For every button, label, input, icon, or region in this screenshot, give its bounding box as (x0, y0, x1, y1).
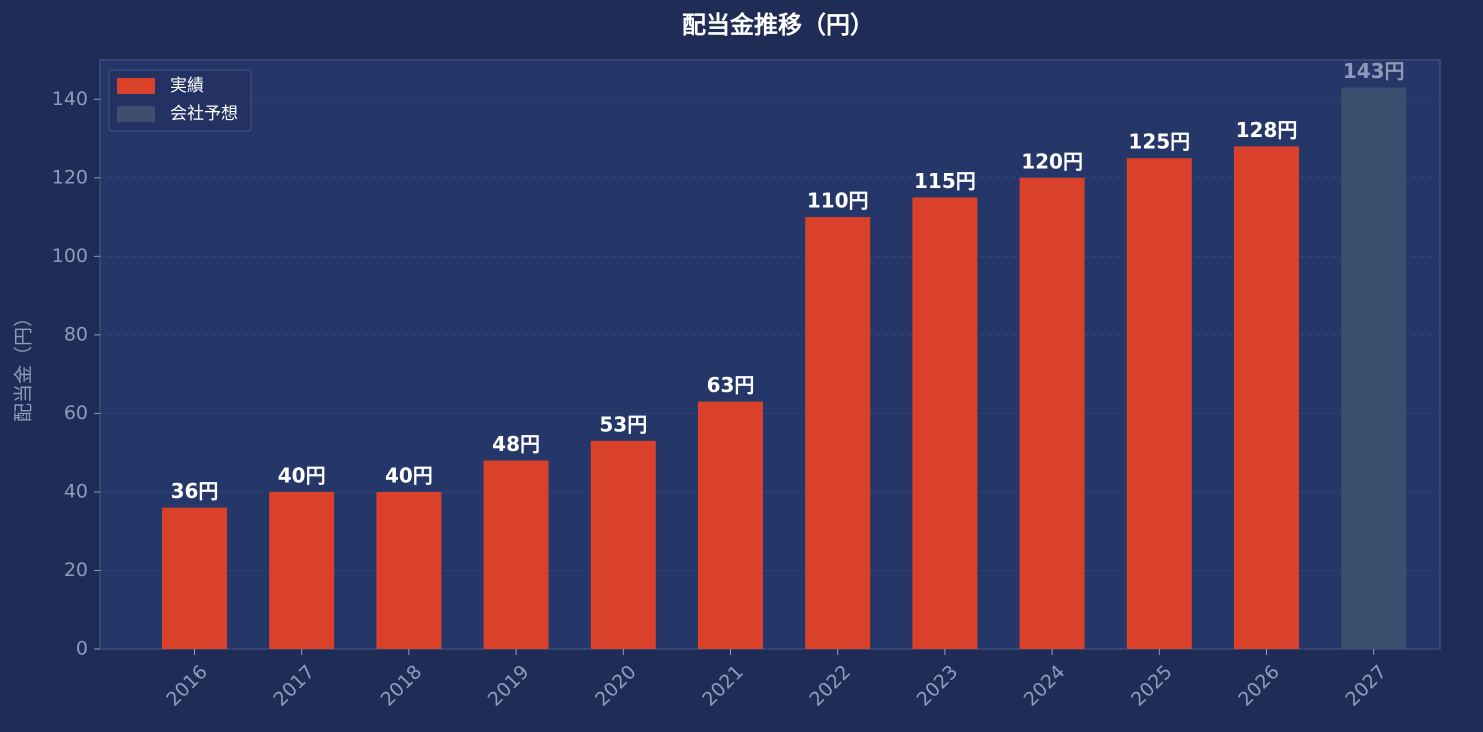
value-label: 143円 (1343, 59, 1405, 83)
y-tick-label: 80 (64, 323, 88, 345)
bar (1019, 177, 1085, 650)
legend-label: 実績 (170, 76, 204, 96)
bar (376, 491, 442, 649)
legend-label: 会社予想 (170, 104, 238, 124)
bar (912, 197, 978, 649)
y-tick-label: 120 (52, 166, 88, 188)
value-label: 63円 (707, 373, 755, 397)
legend-swatch (117, 78, 155, 94)
value-label: 120円 (1021, 149, 1083, 173)
chart-title: 配当金推移（円） (682, 11, 874, 39)
bar (590, 440, 656, 649)
bar (1341, 87, 1407, 649)
bar (162, 507, 227, 649)
value-label: 115円 (914, 169, 976, 193)
y-tick-label: 0 (76, 638, 88, 660)
bar (483, 460, 549, 649)
bar (1126, 158, 1192, 649)
y-axis-label: 配当金（円） (13, 308, 35, 422)
y-tick-label: 100 (52, 245, 88, 267)
y-tick-label: 60 (64, 402, 88, 424)
y-tick-label: 140 (52, 88, 88, 110)
value-label: 36円 (171, 479, 219, 503)
value-label: 110円 (807, 189, 869, 213)
value-label: 40円 (278, 463, 326, 487)
legend-swatch (117, 106, 155, 122)
bar (698, 401, 763, 649)
y-tick-label: 20 (64, 559, 88, 581)
bar (1234, 146, 1299, 650)
y-tick-label: 40 (64, 480, 88, 502)
value-label: 53円 (599, 412, 647, 436)
value-label: 128円 (1236, 118, 1298, 142)
value-label: 48円 (492, 432, 540, 456)
value-label: 125円 (1128, 130, 1190, 154)
bar (805, 217, 871, 650)
value-label: 40円 (385, 463, 433, 487)
bar (269, 491, 335, 649)
